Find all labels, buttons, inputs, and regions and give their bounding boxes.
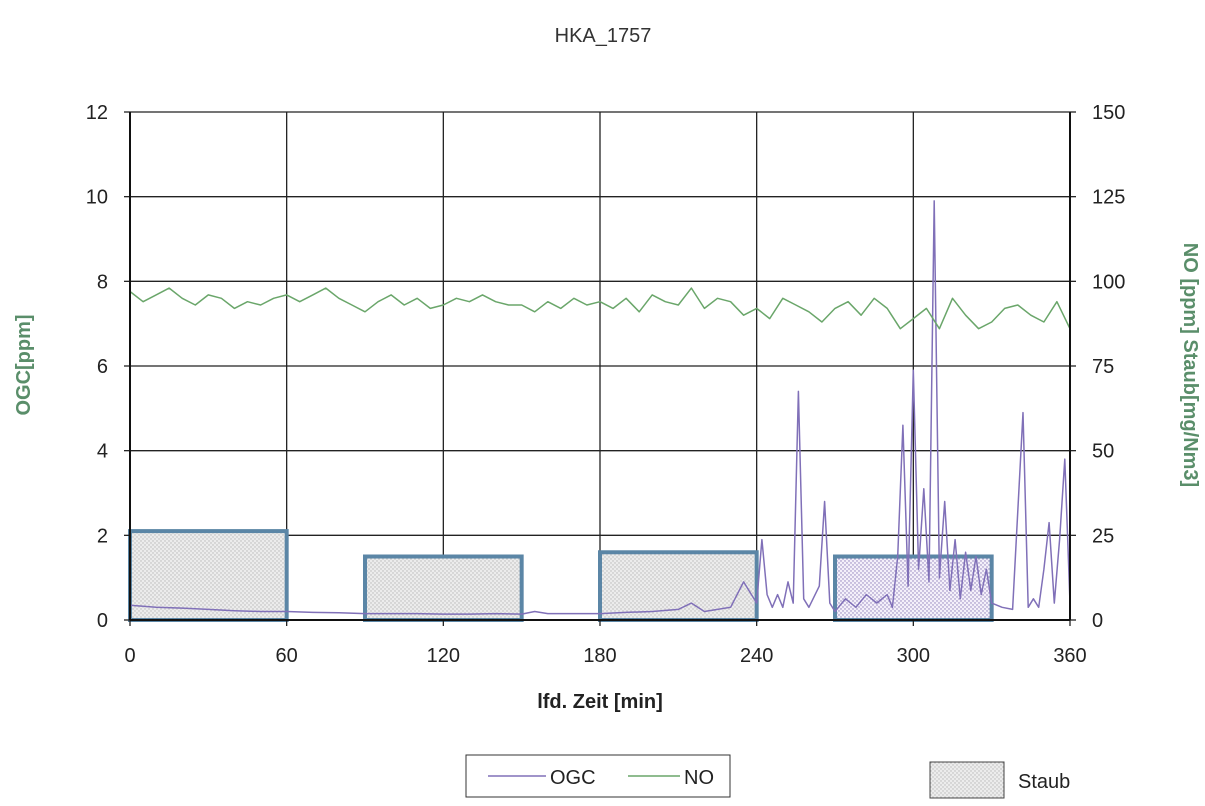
x-tick-label: 0 [124,645,135,667]
legend: OGC NO [466,755,730,797]
x-tick-label: 180 [583,645,616,667]
y-left-tick-label: 0 [97,610,108,632]
chart-title: HKA_1757 [555,25,652,47]
x-tick-label: 300 [897,645,930,667]
y-left-tick-label: 6 [97,356,108,378]
staub-areas [130,531,992,620]
legend-label-staub: Staub [1018,771,1070,793]
y-axis-right-title: NO [ppm] Staub[mg/Nm3] [1179,243,1201,487]
y-right-tick-label: 50 [1092,441,1114,463]
y-left-tick-label: 10 [86,187,108,209]
y-left-tick-label: 4 [97,441,108,463]
legend-label-no: NO [684,767,714,789]
y-right-tick-label: 100 [1092,271,1125,293]
y-right-tick-label: 75 [1092,356,1114,378]
y-left-tick-label: 8 [97,271,108,293]
x-axis-title: lfd. Zeit [min] [537,691,663,713]
x-tick-label: 240 [740,645,773,667]
legend-label-ogc: OGC [550,767,596,789]
x-tick-label: 120 [427,645,460,667]
x-tick-label: 360 [1053,645,1086,667]
y-axis-left-title: OGC[ppm] [13,314,35,415]
legend-swatch-staub [930,762,1004,798]
legend-staub: Staub [930,762,1070,798]
y-left-tick-label: 2 [97,525,108,547]
y-right-tick-label: 25 [1092,525,1114,547]
y-right-tick-label: 125 [1092,187,1125,209]
x-tick-label: 60 [276,645,298,667]
staub-area-bar [365,557,522,621]
y-left-tick-label: 12 [86,102,108,124]
y-right-tick-label: 150 [1092,102,1125,124]
y-right-tick-label: 0 [1092,610,1103,632]
